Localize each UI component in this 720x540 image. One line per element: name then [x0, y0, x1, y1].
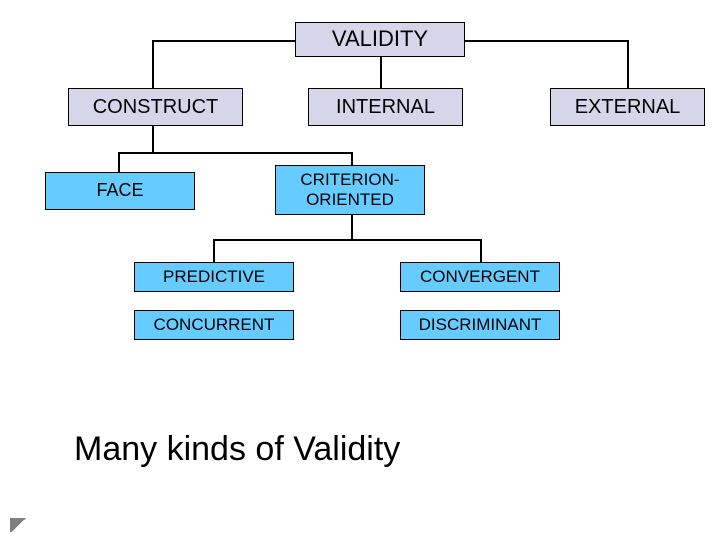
connector-line: [118, 152, 352, 154]
connector-line: [480, 239, 482, 262]
connector-line: [351, 215, 353, 239]
node-criterion: CRITERION- ORIENTED: [275, 165, 425, 215]
connector-line: [152, 126, 154, 152]
connector-line: [118, 152, 120, 172]
node-external: EXTERNAL: [550, 88, 705, 126]
connector-line: [213, 239, 215, 262]
node-predictive: PREDICTIVE: [134, 262, 294, 292]
node-discriminant: DISCRIMINANT: [400, 310, 560, 340]
node-face: FACE: [45, 172, 195, 210]
connector-line: [213, 239, 481, 241]
corner-decoration: [10, 518, 28, 532]
connector-line: [380, 57, 382, 88]
node-internal: INTERNAL: [308, 88, 463, 126]
connector-line: [152, 40, 295, 42]
node-validity: VALIDITY: [295, 22, 465, 57]
node-construct: CONSTRUCT: [68, 88, 243, 126]
node-concurrent: CONCURRENT: [134, 310, 294, 340]
node-convergent: CONVERGENT: [400, 262, 560, 292]
connector-line: [351, 152, 353, 165]
connector-line: [152, 40, 154, 88]
connector-line: [465, 40, 628, 42]
caption-title: Many kinds of Validity: [74, 430, 400, 469]
connector-line: [627, 40, 629, 88]
